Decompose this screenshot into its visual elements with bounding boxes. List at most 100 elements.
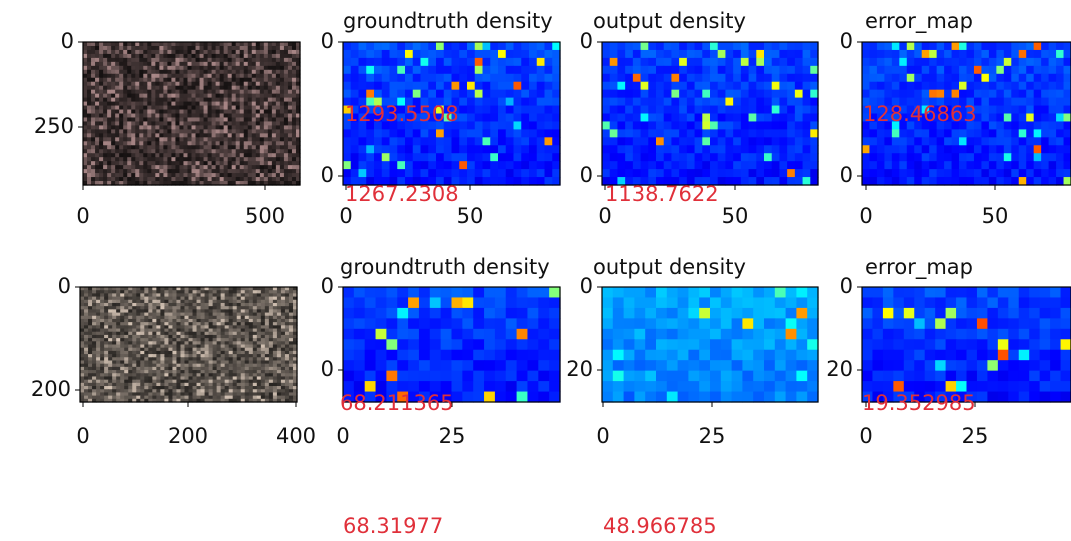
heatmap-cell xyxy=(1049,66,1057,75)
heatmap-cell xyxy=(220,149,225,154)
heatmap-cell xyxy=(996,114,1004,123)
heatmap-cell xyxy=(741,161,749,170)
heatmap-cell xyxy=(115,98,120,103)
heatmap-cell xyxy=(135,74,140,79)
heatmap-cell xyxy=(764,169,772,178)
heatmap-cell xyxy=(359,82,367,91)
heatmap-cell xyxy=(397,66,405,75)
heatmap-cell xyxy=(382,82,390,91)
heatmap-cell xyxy=(671,129,679,138)
heatmap-cell xyxy=(216,169,221,174)
heatmap-cell xyxy=(200,42,205,47)
heatmap-cell xyxy=(981,169,989,178)
heatmap-cell xyxy=(280,90,285,95)
heatmap-cell xyxy=(248,169,253,174)
heatmap-cell xyxy=(1019,137,1027,146)
heatmap-cell xyxy=(183,86,188,91)
heatmap-cell xyxy=(656,161,664,170)
heatmap-cell xyxy=(123,177,128,182)
heatmap-cell xyxy=(196,98,201,103)
heatmap-cell xyxy=(514,161,522,170)
heatmap-cell xyxy=(617,66,625,75)
heatmap-cell xyxy=(123,169,128,174)
heatmap-cell xyxy=(756,98,764,107)
heatmap-cell xyxy=(529,137,537,146)
heatmap-cell xyxy=(506,129,514,138)
heatmap-cell xyxy=(884,169,892,178)
heatmap-cell xyxy=(183,46,188,51)
heatmap-cell xyxy=(171,169,176,174)
heatmap-cell xyxy=(103,94,108,99)
heatmap-cell xyxy=(679,74,687,83)
heatmap-cell xyxy=(1064,66,1071,75)
heatmap-cell xyxy=(260,114,265,119)
heatmap-cell xyxy=(529,153,537,162)
heatmap-cell xyxy=(83,125,88,130)
heatmap-cell xyxy=(610,74,618,83)
heatmap-cell xyxy=(359,90,367,99)
heatmap-cell xyxy=(733,137,741,146)
heatmap-cell xyxy=(204,46,209,51)
heatmap-cell xyxy=(756,42,764,51)
heatmap-cell xyxy=(498,58,506,67)
heatmap-cell xyxy=(83,42,88,47)
heatmap-cell xyxy=(208,177,213,182)
heatmap-cell xyxy=(127,86,132,91)
heatmap-cell xyxy=(123,141,128,146)
heatmap-cell xyxy=(1056,137,1064,146)
heatmap-cell xyxy=(163,62,168,67)
heatmap-cell xyxy=(175,74,180,79)
heatmap-cell xyxy=(139,169,144,174)
heatmap-cell xyxy=(914,74,922,83)
heatmap-cell xyxy=(147,98,152,103)
heatmap-cell xyxy=(772,177,780,186)
heatmap-cell xyxy=(1041,153,1049,162)
heatmap-cell xyxy=(167,46,172,51)
heatmap-cell xyxy=(135,98,140,103)
heatmap-cell xyxy=(196,42,201,47)
heatmap-cell xyxy=(1056,98,1064,107)
heatmap-cell xyxy=(268,129,273,134)
heatmap-cell xyxy=(167,70,172,75)
heatmap-cell xyxy=(280,169,285,174)
heatmap-cell xyxy=(810,169,818,178)
heatmap-cell xyxy=(284,46,289,51)
heatmap-cell xyxy=(196,46,201,51)
heatmap-cell xyxy=(989,50,997,59)
heatmap-cell xyxy=(99,102,104,107)
heatmap-cell xyxy=(641,114,649,123)
heatmap-cell xyxy=(459,137,467,146)
heatmap-cell xyxy=(147,153,152,158)
heatmap-cell xyxy=(1064,82,1071,91)
heatmap-cell xyxy=(224,114,229,119)
heatmap-cell xyxy=(810,98,818,107)
heatmap-cell xyxy=(359,74,367,83)
heatmap-cell xyxy=(288,165,293,170)
heatmap-cell xyxy=(107,114,112,119)
heatmap-cell xyxy=(490,66,498,75)
heatmap-cell xyxy=(131,66,136,71)
heatmap-cell xyxy=(695,98,703,107)
heatmap-cell xyxy=(256,145,261,150)
heatmap-cell xyxy=(151,70,156,75)
heatmap-cell xyxy=(204,58,209,63)
heatmap-cell xyxy=(143,86,148,91)
heatmap-cell xyxy=(204,145,209,150)
heatmap-cell xyxy=(95,161,100,166)
heatmap-cell xyxy=(922,82,930,91)
heatmap-cell xyxy=(155,78,160,83)
heatmap-cell xyxy=(200,173,205,178)
heatmap-cell xyxy=(687,161,695,170)
heatmap-cell xyxy=(772,145,780,154)
heatmap-cell xyxy=(617,121,625,130)
heatmap-cell xyxy=(83,114,88,119)
heatmap-cell xyxy=(810,106,818,115)
heatmap-cell xyxy=(602,98,610,107)
heatmap-cell xyxy=(187,169,192,174)
heatmap-cell xyxy=(397,129,405,138)
heatmap-cell xyxy=(131,117,136,122)
heatmap-cell xyxy=(764,145,772,154)
heatmap-cell xyxy=(459,106,467,115)
heatmap-cell xyxy=(405,90,413,99)
heatmap-cell xyxy=(625,42,633,51)
